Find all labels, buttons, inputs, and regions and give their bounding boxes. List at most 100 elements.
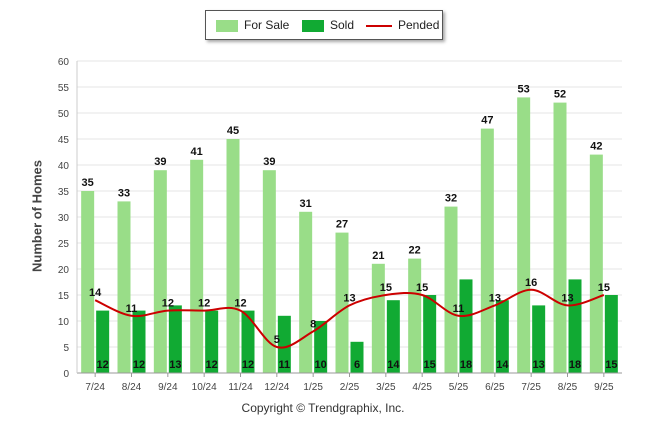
legend-label-sold: Sold (330, 18, 355, 32)
data-label-pended: 12 (198, 298, 210, 310)
bar-for-sale (480, 128, 494, 373)
legend-swatch-for-sale (216, 19, 238, 32)
bar-for-sale (299, 211, 313, 373)
bar-sold (459, 279, 473, 373)
data-label-for-sale: 33 (118, 187, 130, 199)
data-label-pended: 11 (453, 303, 465, 315)
data-label-sold: 10 (315, 359, 327, 371)
y-tick-label: 0 (63, 369, 69, 380)
data-label-pended: 15 (598, 282, 610, 294)
bar-sold (314, 321, 328, 373)
bar-sold (495, 300, 509, 373)
bar-sold (386, 300, 400, 373)
x-tick-label: 8/25 (558, 382, 578, 393)
bar-sold (132, 310, 146, 373)
x-tick-label: 12/24 (264, 382, 289, 393)
bar-for-sale (81, 191, 95, 373)
x-tick-label: 9/24 (158, 382, 178, 393)
data-label-sold: 14 (496, 359, 509, 371)
data-label-for-sale: 27 (336, 219, 348, 231)
data-label-for-sale: 39 (154, 156, 166, 168)
bar-for-sale (335, 232, 349, 373)
data-label-pended: 13 (561, 292, 573, 304)
bar-for-sale (444, 206, 458, 373)
x-tick-label: 4/25 (412, 382, 432, 393)
x-tick-label: 5/25 (449, 382, 469, 393)
bar-sold (350, 341, 364, 373)
data-label-pended: 13 (489, 292, 501, 304)
legend-item-sold[interactable]: Sold (302, 18, 354, 32)
data-label-for-sale: 52 (554, 89, 566, 101)
bar-sold (568, 279, 582, 373)
data-label-pended: 15 (380, 282, 392, 294)
x-tick-label: 10/24 (192, 382, 217, 393)
data-label-sold: 12 (97, 359, 109, 371)
bar-for-sale (589, 154, 603, 373)
legend-label-pended: Pended (398, 18, 440, 32)
bar-for-sale (517, 97, 531, 374)
bar-for-sale (226, 139, 240, 373)
y-tick-label: 40 (58, 161, 70, 172)
data-label-for-sale: 45 (227, 125, 239, 137)
bar-sold (168, 305, 182, 373)
data-label-sold: 15 (424, 359, 436, 371)
data-label-pended: 13 (343, 292, 355, 304)
data-label-pended: 8 (310, 318, 316, 330)
data-label-sold: 12 (133, 359, 145, 371)
bar-sold (604, 295, 618, 373)
bar-for-sale (553, 102, 567, 373)
data-label-sold: 14 (387, 359, 400, 371)
legend-item-for-sale[interactable]: For Sale (216, 18, 289, 32)
y-tick-label: 30 (58, 213, 70, 224)
x-tick-label: 1/25 (303, 382, 323, 393)
x-tick-label: 3/25 (376, 382, 396, 393)
data-label-for-sale: 42 (590, 141, 602, 153)
data-label-pended: 11 (126, 303, 138, 315)
bar-for-sale (153, 170, 167, 373)
x-tick-label: 9/25 (594, 382, 614, 393)
y-tick-label: 10 (58, 317, 70, 328)
copyright-text: Copyright © Trendgraphix, Inc. (241, 401, 405, 415)
bar-for-sale (190, 159, 204, 373)
data-label-sold: 6 (354, 359, 360, 371)
legend-label-for-sale: For Sale (244, 18, 290, 32)
bar-for-sale (117, 201, 131, 373)
bar-sold (423, 295, 437, 373)
data-label-pended: 12 (162, 298, 174, 310)
y-tick-label: 55 (58, 83, 70, 94)
data-label-pended: 14 (89, 287, 102, 299)
data-label-sold: 11 (279, 359, 291, 371)
data-label-for-sale: 22 (409, 245, 421, 257)
y-tick-label: 50 (58, 109, 70, 120)
data-label-for-sale: 31 (300, 198, 312, 210)
x-tick-label: 11/24 (228, 382, 253, 393)
data-label-sold: 13 (533, 359, 545, 371)
pended-line (94, 288, 605, 349)
x-tick-label: 2/25 (340, 382, 360, 393)
data-label-for-sale: 21 (372, 250, 384, 262)
x-tick-label: 7/25 (521, 382, 541, 393)
bar-sold (205, 310, 219, 373)
data-label-pended: 12 (234, 298, 246, 310)
bar-sold (241, 310, 255, 373)
data-label-pended: 16 (525, 277, 537, 289)
data-label-sold: 18 (569, 359, 581, 371)
data-label-sold: 12 (242, 359, 254, 371)
data-label-sold: 13 (169, 359, 181, 371)
bar-sold (96, 310, 110, 373)
data-label-for-sale: 32 (445, 193, 457, 205)
y-tick-label: 20 (58, 265, 70, 276)
y-tick-label: 15 (58, 291, 70, 302)
data-label-for-sale: 35 (82, 177, 94, 189)
data-label-for-sale: 41 (191, 146, 203, 158)
y-tick-label: 60 (58, 57, 70, 68)
x-tick-label: 7/24 (85, 382, 105, 393)
data-label-for-sale: 39 (263, 156, 275, 168)
legend-item-pended[interactable]: Pended (366, 18, 439, 32)
data-label-pended: 15 (416, 282, 428, 294)
y-tick-label: 35 (58, 187, 70, 198)
bar-sold (277, 315, 291, 373)
data-label-sold: 18 (460, 359, 472, 371)
data-label-sold: 15 (605, 359, 617, 371)
